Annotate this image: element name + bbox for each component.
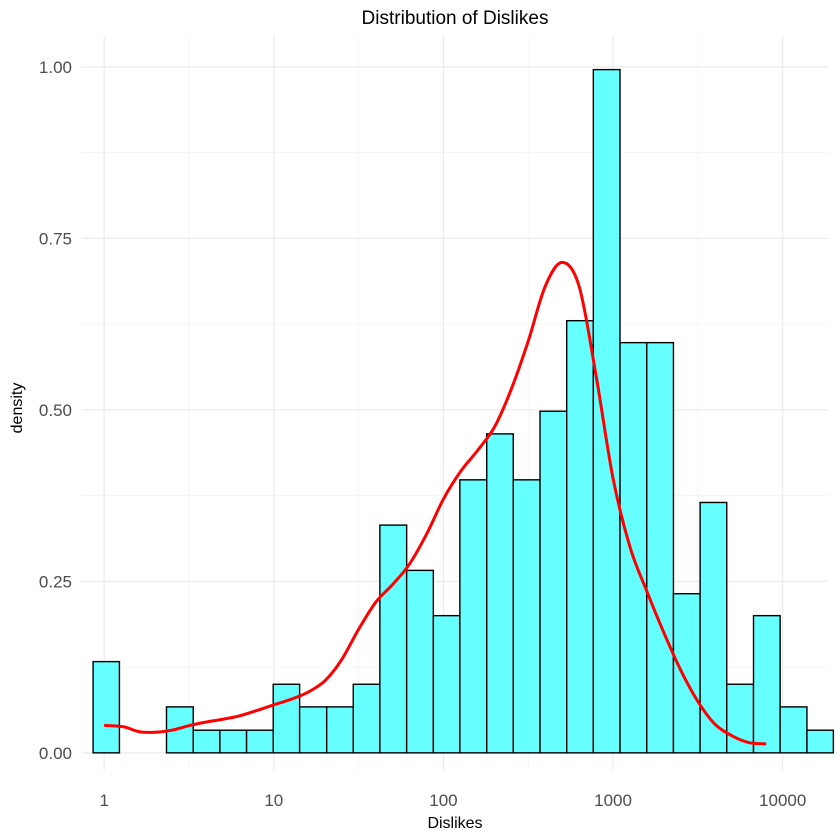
y-tick-label: 0.75 [39,229,72,248]
histogram-bar [619,341,648,754]
histogram-bar [432,614,461,754]
bars-layer [92,68,835,754]
histogram-bar [92,660,121,754]
histogram-bar [272,683,301,754]
y-axis-title: density [9,383,26,434]
tick-labels-layer: 0.00 0.25 0.50 0.75 1.00 1 10 100 1000 10000 [39,58,806,810]
histogram-bar [486,433,514,754]
histogram-bar [352,683,381,754]
histogram-bar [219,729,248,754]
histogram-bar [566,319,595,754]
histogram-bar [325,706,354,754]
y-tick-label: 0.00 [39,744,72,763]
histogram-bar [379,524,408,754]
x-tick-label: 10 [264,791,283,810]
histogram-bar [245,729,274,754]
x-tick-label: 10000 [759,791,806,810]
x-axis-title: Dislikes [427,815,482,832]
histogram-bar [592,68,621,754]
density-curve-layer [104,260,767,746]
histogram-bar [779,706,808,754]
density-curve-line [104,260,767,746]
histogram-bar [806,729,835,754]
y-tick-label: 1.00 [39,58,72,77]
histogram-bar [646,341,675,754]
x-tick-label: 1000 [594,791,632,810]
histogram-bar [752,614,781,754]
histogram-bar [512,479,541,754]
histogram-bar [699,501,728,754]
x-tick-label: 1 [99,791,108,810]
histogram-bar [539,410,568,754]
y-tick-label: 0.25 [39,572,72,591]
y-tick-label: 0.50 [39,401,72,420]
x-tick-label: 100 [429,791,457,810]
chart-title: Distribution of Dislikes [362,8,549,29]
histogram-bar [298,706,328,754]
histogram-bar [459,479,488,754]
histogram-bar [192,729,221,754]
histogram-bar [672,593,701,754]
histogram-bar [405,569,435,754]
